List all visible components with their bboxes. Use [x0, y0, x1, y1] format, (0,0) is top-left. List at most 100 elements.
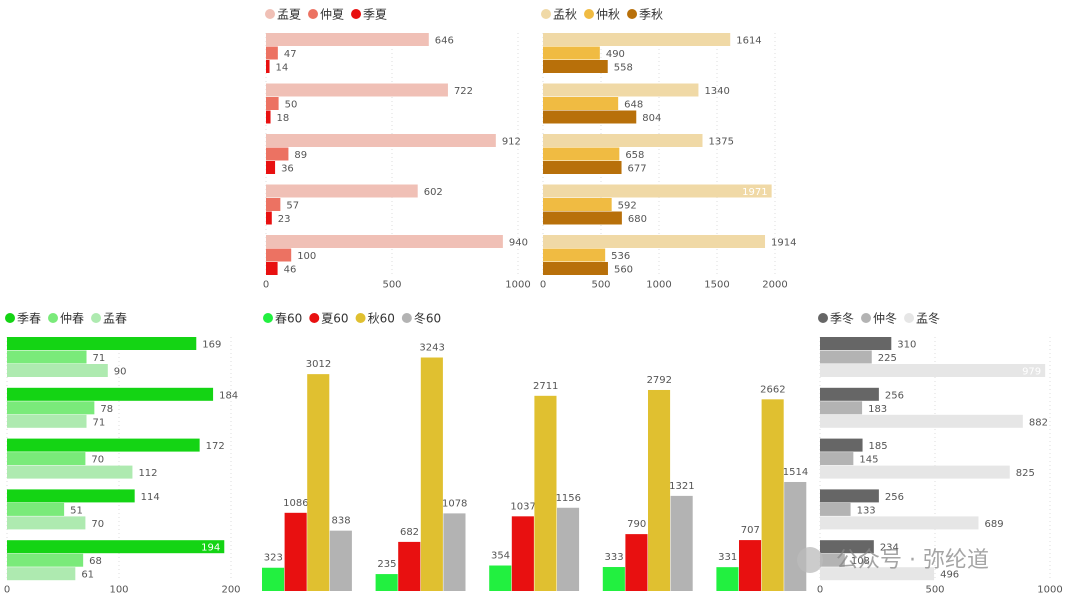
legend-label: 春60 — [275, 312, 302, 326]
bar — [820, 553, 845, 567]
data-label: 658 — [625, 150, 644, 161]
data-label: 133 — [857, 505, 876, 516]
data-label: 61 — [81, 570, 94, 581]
data-label: 354 — [491, 551, 510, 562]
bar — [266, 235, 503, 248]
data-label: 804 — [642, 113, 661, 124]
legend-marker — [401, 313, 412, 323]
x-tick-label: 200 — [221, 585, 240, 596]
data-label: 183 — [868, 404, 887, 415]
data-label: 90 — [114, 367, 127, 378]
data-label: 333 — [605, 552, 624, 563]
bar — [820, 502, 851, 516]
legend-marker — [48, 313, 59, 323]
bar — [7, 438, 200, 452]
watermark: 公众号 · 弥纶道 — [797, 547, 989, 573]
bar — [625, 534, 648, 591]
bar — [543, 248, 606, 262]
bar — [266, 83, 448, 97]
data-label: 50 — [285, 100, 298, 111]
legend-label: 夏60 — [321, 312, 348, 326]
legend-marker — [265, 9, 275, 19]
bar — [7, 502, 65, 516]
bar — [307, 374, 330, 591]
legend-label: 孟夏 — [277, 8, 301, 22]
data-label: 18 — [277, 113, 290, 124]
bar — [739, 540, 762, 591]
data-label: 2662 — [760, 384, 785, 395]
bar — [7, 337, 197, 350]
data-label: 1914 — [771, 238, 796, 249]
bar — [266, 248, 292, 262]
data-label: 89 — [294, 150, 307, 161]
bar — [543, 33, 731, 46]
data-label: 3012 — [306, 359, 331, 370]
data-label: 646 — [435, 36, 454, 47]
x-tick-label: 0 — [263, 280, 269, 291]
bar — [670, 495, 693, 591]
bar — [266, 97, 279, 110]
data-label: 1037 — [510, 501, 535, 512]
bar — [420, 357, 443, 591]
legend-label: 仲夏 — [320, 8, 344, 22]
watermark-text: 公众号 · 弥纶道 — [836, 548, 989, 573]
bar — [543, 198, 612, 211]
bar — [648, 389, 671, 591]
data-label: 71 — [93, 417, 106, 428]
bar — [820, 350, 872, 364]
data-label: 3243 — [419, 343, 444, 354]
x-tick-label: 500 — [382, 280, 401, 291]
bar — [266, 262, 278, 275]
data-label: 108 — [851, 556, 870, 567]
data-label: 194 — [201, 543, 220, 554]
data-label: 1340 — [704, 86, 729, 97]
bar — [7, 489, 135, 503]
bar — [543, 97, 619, 110]
bar — [266, 147, 289, 161]
legend-label: 孟冬 — [916, 311, 940, 326]
data-label: 70 — [91, 455, 104, 466]
legend-label: 孟春 — [103, 312, 127, 326]
bar — [7, 401, 95, 415]
data-label: 496 — [940, 570, 959, 581]
bar — [375, 574, 398, 591]
bar — [262, 567, 285, 591]
data-label: 331 — [718, 552, 737, 563]
bar — [716, 567, 739, 591]
bar — [820, 452, 854, 466]
legend-marker — [263, 313, 273, 323]
data-label: 680 — [628, 214, 647, 225]
legend-label: 孟秋 — [553, 8, 577, 22]
data-label: 100 — [297, 251, 316, 262]
bar — [266, 60, 270, 73]
bar — [557, 507, 580, 591]
bar — [266, 134, 496, 147]
legend-marker — [627, 9, 638, 19]
data-label: 1971 — [742, 187, 767, 198]
bar — [543, 262, 608, 275]
data-label: 57 — [286, 201, 299, 212]
data-label: 68 — [89, 556, 102, 567]
bar — [489, 565, 512, 591]
legend-marker — [308, 9, 319, 19]
bar — [7, 516, 86, 530]
legend-marker — [351, 9, 362, 19]
x-tick-label: 100 — [109, 585, 128, 596]
bar — [543, 134, 703, 147]
watermark-icon — [797, 547, 823, 573]
data-label: 558 — [614, 63, 633, 74]
legend-label: 季春 — [17, 312, 41, 326]
data-label: 677 — [628, 164, 647, 175]
bar — [543, 83, 699, 97]
bar — [534, 395, 557, 591]
bar — [7, 350, 87, 364]
data-label: 2792 — [647, 375, 672, 386]
bar — [7, 567, 76, 581]
bar — [543, 147, 620, 161]
x-tick-label: 0 — [817, 585, 823, 596]
legend-label: 仲秋 — [596, 8, 620, 22]
legend-label: 冬60 — [414, 311, 441, 326]
x-tick-label: 1000 — [505, 280, 530, 291]
data-label: 602 — [424, 187, 443, 198]
bar — [820, 438, 863, 452]
